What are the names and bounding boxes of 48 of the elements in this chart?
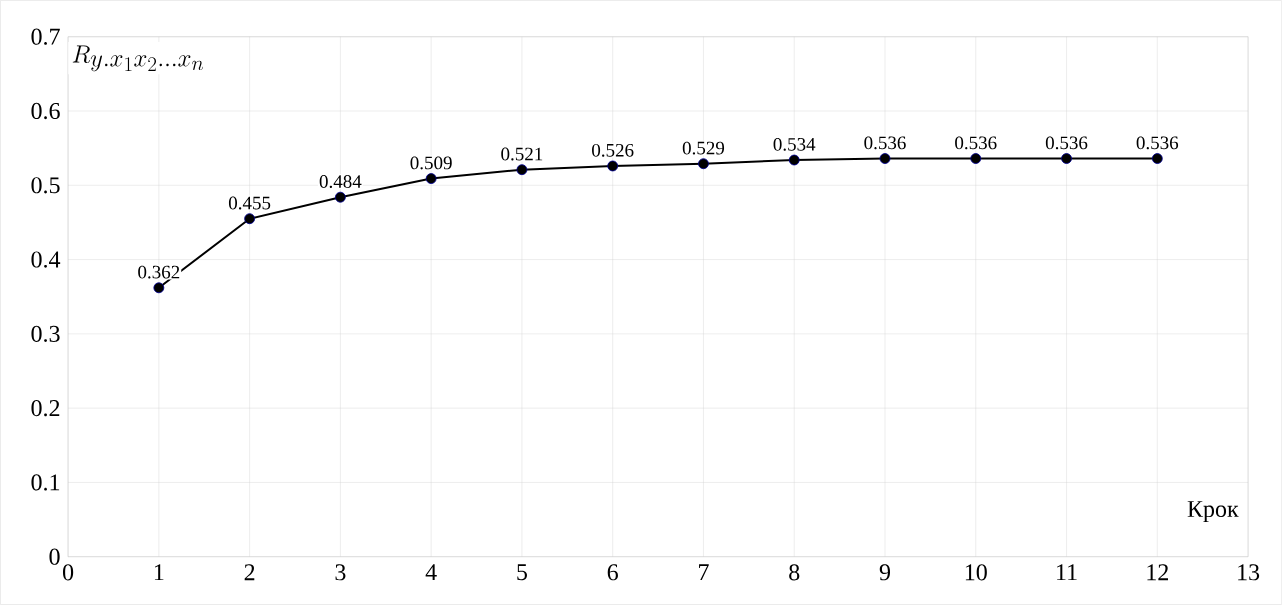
- x-tick-label: 13: [1238, 564, 1260, 581]
- y-tick-label: 0.1: [31, 474, 60, 491]
- point: [607, 160, 619, 172]
- x-tick-label: 4: [425, 564, 437, 581]
- x-tick-label: 8: [789, 564, 800, 581]
- y-axis-title: $R_{y.x_1x_2\ldots x_n}$: [72, 45, 204, 72]
- x-tick-label: 10: [965, 564, 987, 581]
- data-label: 0.484: [319, 175, 362, 188]
- data-label: 0.509: [410, 156, 452, 170]
- y-tick-label: 0.7: [31, 28, 60, 45]
- point: [788, 154, 800, 166]
- x-tick-label: 5: [517, 564, 527, 581]
- x-axis-title: Крок: [1187, 501, 1239, 522]
- data-label: 0.455: [228, 196, 271, 210]
- y-tick-label: 0: [49, 548, 60, 565]
- point: [153, 282, 165, 294]
- data-label: 0.526: [592, 143, 634, 157]
- y-tick-label: 0.2: [31, 399, 60, 417]
- x-tick-label: 9: [879, 564, 891, 581]
- point: [1061, 153, 1072, 164]
- x-tick-label: 12: [1147, 564, 1168, 581]
- point: [516, 164, 528, 176]
- x-tick-label: 0: [62, 564, 74, 581]
- point: [425, 173, 437, 184]
- data-label: 0.536: [955, 136, 997, 150]
- y-tick-label: 0.3: [31, 325, 60, 343]
- point: [244, 213, 256, 225]
- x-tick-label: 1: [154, 564, 164, 581]
- point: [1151, 153, 1163, 164]
- point: [879, 153, 891, 164]
- data-label: 0.521: [501, 147, 543, 161]
- y-tick-label: 0.5: [31, 177, 60, 194]
- point: [334, 191, 346, 203]
- x-tick-label: 6: [607, 564, 618, 581]
- x-tick-label: 7: [699, 564, 709, 580]
- data-label: 0.529: [682, 141, 725, 155]
- y-tick-label: 0.6: [31, 102, 60, 120]
- point: [698, 158, 709, 170]
- x-tick-label: 3: [335, 564, 346, 581]
- data-label: 0.536: [1045, 136, 1088, 150]
- data-label: 0.536: [1136, 136, 1179, 150]
- data-label: 0.534: [773, 137, 816, 151]
- data-label: 0.362: [138, 265, 180, 279]
- point: [970, 153, 982, 164]
- data-label: 0.536: [864, 136, 906, 150]
- x-tick-label: 11: [1057, 564, 1077, 581]
- x-tick-label: 2: [244, 564, 255, 581]
- y-tick-label: 0.4: [31, 251, 61, 268]
